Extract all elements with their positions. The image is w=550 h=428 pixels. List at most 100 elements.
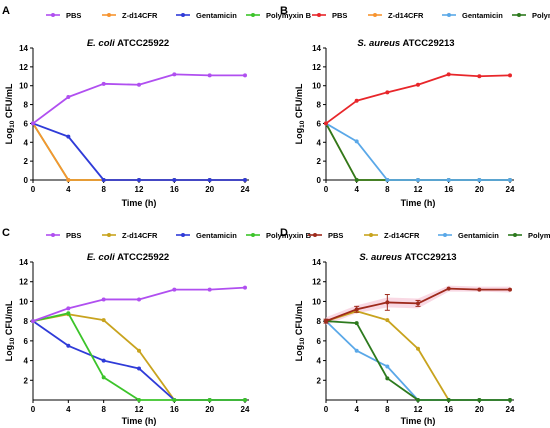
y-tick-label: 6 [24, 119, 29, 128]
series-line [32, 312, 245, 401]
chart-title: E. coli ATCC25922 [87, 38, 169, 49]
data-point [446, 286, 451, 291]
panel-b: B PBS Z-d14CFR Gentamicin Polymyxin B S. aure… [280, 5, 550, 208]
y-tick-label: 14 [312, 44, 321, 53]
data-point [385, 318, 390, 323]
data-point [477, 178, 482, 182]
x-axis-label: Time (h) [401, 198, 436, 208]
series-line [32, 313, 245, 401]
data-point [354, 307, 359, 312]
data-point [416, 178, 420, 182]
legend-swatch-marker [181, 233, 185, 237]
data-point [477, 398, 482, 402]
legend: PBS Z-d14CFR Gentamicin Polymyxin B [312, 11, 550, 20]
y-tick-label: 6 [317, 119, 322, 128]
data-point [207, 287, 212, 292]
legend-item: PBS [46, 11, 81, 20]
legend-label: Gentamicin [196, 231, 237, 240]
legend-item: Gentamicin [438, 231, 499, 240]
data-point [354, 321, 359, 326]
legend-item: Z-d14CFR [364, 231, 420, 240]
legend-label: Gentamicin [462, 11, 503, 20]
title-strain: ATCC25922 [115, 252, 169, 263]
legend-swatch-marker [51, 233, 55, 237]
data-point [446, 398, 451, 402]
x-tick-label: 0 [31, 185, 36, 194]
data-point [354, 348, 359, 353]
series-pbs [324, 72, 512, 126]
legend-label: Polymyxin B [532, 11, 550, 20]
legend-label: PBS [66, 11, 81, 20]
legend-label: Polymyxin B [266, 231, 312, 240]
chart-title: S. aureus ATCC29213 [359, 252, 456, 263]
title-organism: E. coli [87, 252, 115, 263]
legend-label: PBS [66, 231, 81, 240]
data-point [101, 297, 106, 302]
data-point [31, 319, 35, 324]
data-point [243, 285, 247, 290]
series-line [325, 73, 511, 125]
series-line [325, 122, 510, 181]
data-point [137, 398, 141, 402]
legend-item: Z-d14CFR [102, 231, 158, 240]
legend-item: Polymyxin B [246, 231, 312, 240]
data-point [416, 82, 420, 87]
panel-letter: C [2, 227, 10, 239]
legend-swatch-marker [251, 13, 255, 17]
x-tick-label: 24 [506, 185, 515, 194]
legend-item: Z-d14CFR [102, 11, 158, 20]
y-axis-label: Log10 CFU/mL [4, 83, 16, 144]
x-tick-label: 4 [66, 405, 71, 414]
legend-label: Gentamicin [458, 231, 499, 240]
x-tick-label: 8 [385, 405, 390, 414]
x-tick-label: 4 [66, 185, 71, 194]
title-organism: S. aureus [357, 38, 400, 49]
series-line [325, 122, 510, 181]
legend-swatch-marker [313, 233, 317, 237]
x-tick-label: 8 [101, 405, 106, 414]
x-tick-label: 12 [135, 405, 144, 414]
x-tick-label: 4 [354, 185, 359, 194]
data-point [446, 72, 451, 77]
x-tick-label: 16 [444, 185, 453, 194]
series-pbs [323, 286, 512, 324]
series-line [325, 320, 510, 401]
y-tick-label: 2 [24, 376, 29, 385]
series-polymyxin-b [31, 311, 247, 402]
data-point [66, 134, 71, 139]
series-line [325, 310, 510, 401]
series-pbs [31, 72, 247, 126]
legend-swatch-marker [107, 13, 111, 17]
x-axis-label: Time (h) [401, 416, 436, 426]
legend-swatch-marker [513, 233, 517, 237]
x-tick-label: 12 [135, 185, 144, 194]
data-point [477, 74, 482, 79]
y-tick-label: 2 [24, 157, 29, 166]
data-point [385, 90, 390, 95]
data-point [324, 319, 328, 324]
data-point [385, 178, 390, 182]
legend-label: PBS [332, 11, 347, 20]
data-point [66, 343, 71, 348]
x-axis-label: Time (h) [122, 416, 157, 426]
legend-swatch-marker [251, 233, 255, 237]
title-organism: S. aureus [359, 252, 402, 263]
y-axis-label: Log10 CFU/mL [294, 83, 306, 144]
x-tick-label: 8 [385, 185, 390, 194]
data-point [172, 287, 177, 292]
data-point [354, 139, 359, 144]
legend-item: Gentamicin [176, 231, 237, 240]
legend-label: Z-d14CFR [122, 231, 158, 240]
y-tick-label: 8 [24, 101, 29, 110]
legend-item: Gentamicin [442, 11, 503, 20]
y-tick-label: 10 [312, 82, 321, 91]
data-point [101, 178, 106, 182]
legend-label: Polymyxin B [266, 11, 312, 20]
legend: PBS Z-d14CFR Gentamicin Polymyxin B [46, 231, 312, 240]
panel-letter: A [2, 5, 10, 17]
legend-swatch-marker [443, 233, 447, 237]
y-tick-label: 4 [24, 138, 29, 147]
series-line [32, 122, 245, 181]
y-tick-label: 6 [24, 337, 29, 346]
x-tick-label: 24 [506, 405, 515, 414]
